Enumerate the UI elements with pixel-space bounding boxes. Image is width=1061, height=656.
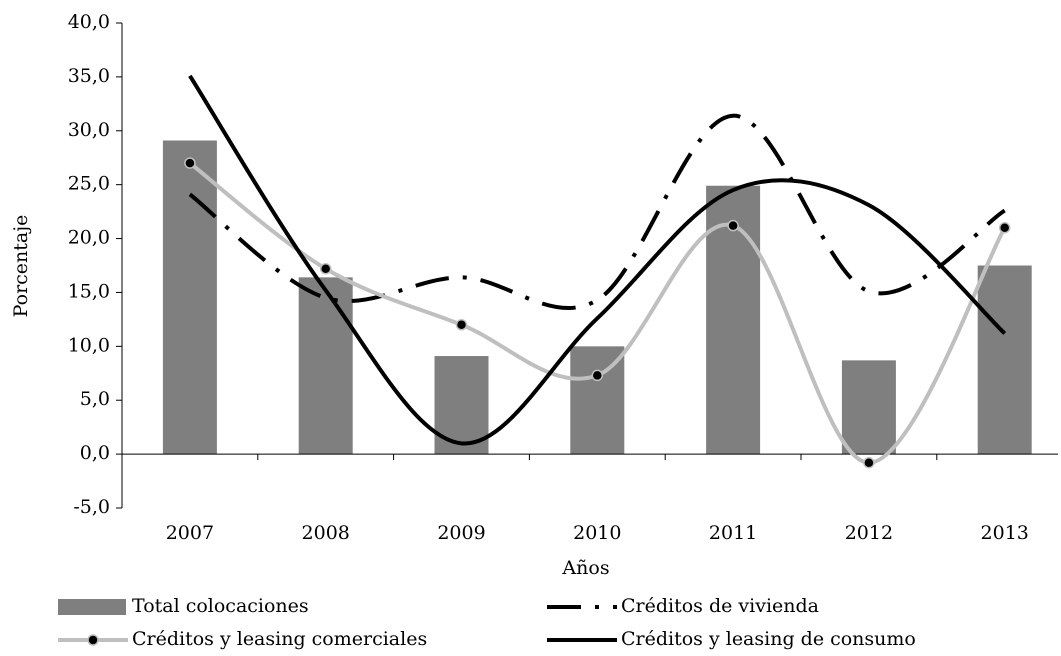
x-tick-label: 2013 [981, 522, 1029, 544]
bar [977, 265, 1032, 455]
line-series [188, 74, 1007, 446]
y-tick-label: 10,0 [68, 334, 110, 356]
bar [841, 360, 896, 455]
x-tick-label: 2009 [437, 522, 485, 544]
y-tick-label: 40,0 [68, 11, 110, 33]
legend-swatch [58, 599, 126, 615]
marker [591, 369, 604, 382]
y-tick-label: 20,0 [68, 227, 110, 249]
marker [727, 219, 739, 232]
x-tick-label: 2012 [845, 522, 893, 544]
legend-marker [87, 634, 99, 646]
y-tick-label: 35,0 [68, 65, 110, 87]
legend-label: Créditos de vivienda [621, 595, 819, 617]
y-tick-label: 25,0 [68, 173, 110, 195]
legend-label: Créditos y leasing comerciales [132, 628, 427, 650]
x-tick-label: 2007 [166, 522, 214, 544]
legend-label: Créditos y leasing de consumo [621, 628, 916, 650]
x-tick-label: 2008 [302, 522, 350, 544]
y-tick-label: 0,0 [80, 442, 110, 464]
y-axis-label: Porcentaje [10, 215, 32, 318]
y-tick-label: 30,0 [68, 119, 110, 141]
marker [184, 157, 196, 169]
marker [863, 456, 875, 469]
bar [162, 140, 217, 455]
y-tick-label: -5,0 [73, 496, 110, 518]
x-tick-label: 2011 [709, 522, 757, 544]
marker [455, 319, 468, 331]
marker [998, 222, 1011, 234]
bar [298, 277, 353, 455]
line-series [188, 113, 1006, 311]
x-axis-label: Años [561, 557, 609, 579]
marker [319, 262, 332, 275]
y-tick-label: 5,0 [80, 388, 110, 410]
x-tick-label: 2010 [573, 522, 621, 544]
y-tick-label: 15,0 [68, 280, 110, 302]
legend-label: Total colocaciones [132, 595, 309, 617]
